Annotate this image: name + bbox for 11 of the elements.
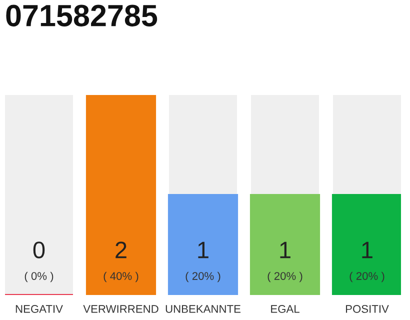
data-label: 1 ( 20% ) (268, 242, 302, 282)
x-tick-label: EGAL (271, 305, 300, 313)
chart-title: 071582785 (6, 4, 158, 26)
x-tick-label: NEGATIV (16, 305, 63, 313)
x-tick-label: POSITIV (346, 305, 389, 313)
data-label: 0 ( 0% ) (24, 242, 54, 282)
data-label: 1 ( 20% ) (186, 242, 220, 282)
data-label: 1 ( 20% ) (350, 242, 384, 282)
x-tick-label: VERWIRREND (83, 305, 158, 313)
x-tick-label: UNBEKANNTE (166, 305, 240, 313)
data-label: 2 ( 40% ) (104, 242, 138, 282)
